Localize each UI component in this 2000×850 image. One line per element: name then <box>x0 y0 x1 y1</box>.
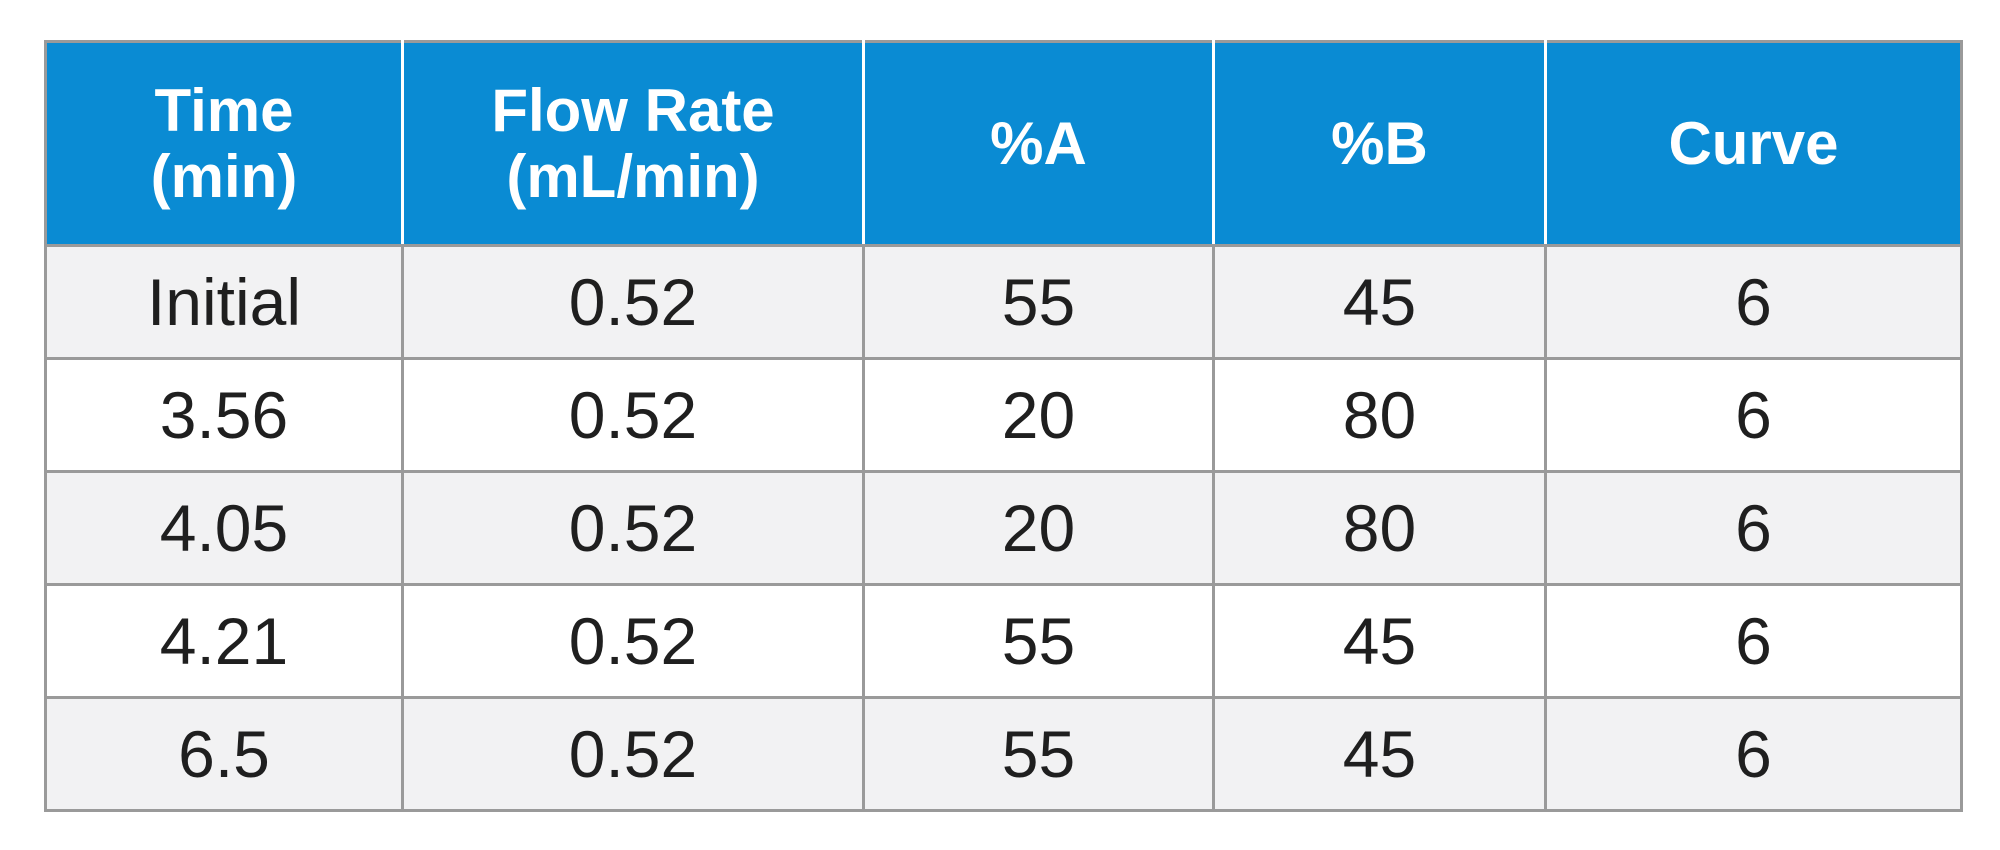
cell-percent-b: 45 <box>1212 244 1547 360</box>
header-percent-a: %A <box>862 40 1215 247</box>
table-body: Initial 0.52 55 45 6 3.56 0.52 20 80 6 4… <box>44 244 1963 812</box>
cell-percent-a: 20 <box>862 470 1215 586</box>
header-flow-rate-label: Flow Rate <box>491 76 775 144</box>
header-flow-rate: Flow Rate (mL/min) <box>401 40 865 247</box>
cell-curve: 6 <box>1544 583 1963 699</box>
header-time: Time (min) <box>44 40 404 247</box>
header-time-label: Time <box>154 76 294 144</box>
header-percent-a-label: %A <box>990 109 1087 177</box>
header-curve-label: Curve <box>1668 109 1839 177</box>
cell-time: Initial <box>44 244 404 360</box>
header-flow-rate-unit: (mL/min) <box>506 142 760 210</box>
cell-time: 4.05 <box>44 470 404 586</box>
cell-percent-b: 45 <box>1212 583 1547 699</box>
cell-percent-a: 55 <box>862 696 1215 812</box>
header-percent-b-label: %B <box>1331 109 1428 177</box>
table-header: Time (min) Flow Rate (mL/min) %A %B Curv… <box>44 40 1963 247</box>
gradient-table-container: Time (min) Flow Rate (mL/min) %A %B Curv… <box>44 40 1963 812</box>
gradient-table: Time (min) Flow Rate (mL/min) %A %B Curv… <box>44 40 1963 812</box>
cell-time: 3.56 <box>44 357 404 473</box>
cell-flow-rate: 0.52 <box>401 357 865 473</box>
cell-percent-b: 45 <box>1212 696 1547 812</box>
table-row: Initial 0.52 55 45 6 <box>44 244 1963 360</box>
cell-curve: 6 <box>1544 357 1963 473</box>
cell-time: 6.5 <box>44 696 404 812</box>
cell-percent-a: 55 <box>862 583 1215 699</box>
cell-flow-rate: 0.52 <box>401 696 865 812</box>
cell-percent-a: 55 <box>862 244 1215 360</box>
cell-flow-rate: 0.52 <box>401 244 865 360</box>
table-row: 6.5 0.52 55 45 6 <box>44 696 1963 812</box>
header-time-unit: (min) <box>150 142 298 210</box>
table-row: 3.56 0.52 20 80 6 <box>44 357 1963 473</box>
cell-flow-rate: 0.52 <box>401 470 865 586</box>
header-curve: Curve <box>1544 40 1963 247</box>
cell-curve: 6 <box>1544 244 1963 360</box>
cell-percent-b: 80 <box>1212 357 1547 473</box>
cell-time: 4.21 <box>44 583 404 699</box>
cell-flow-rate: 0.52 <box>401 583 865 699</box>
cell-curve: 6 <box>1544 470 1963 586</box>
header-percent-b: %B <box>1212 40 1547 247</box>
table-row: 4.21 0.52 55 45 6 <box>44 583 1963 699</box>
cell-curve: 6 <box>1544 696 1963 812</box>
table-row: 4.05 0.52 20 80 6 <box>44 470 1963 586</box>
header-row: Time (min) Flow Rate (mL/min) %A %B Curv… <box>44 40 1963 247</box>
cell-percent-a: 20 <box>862 357 1215 473</box>
cell-percent-b: 80 <box>1212 470 1547 586</box>
